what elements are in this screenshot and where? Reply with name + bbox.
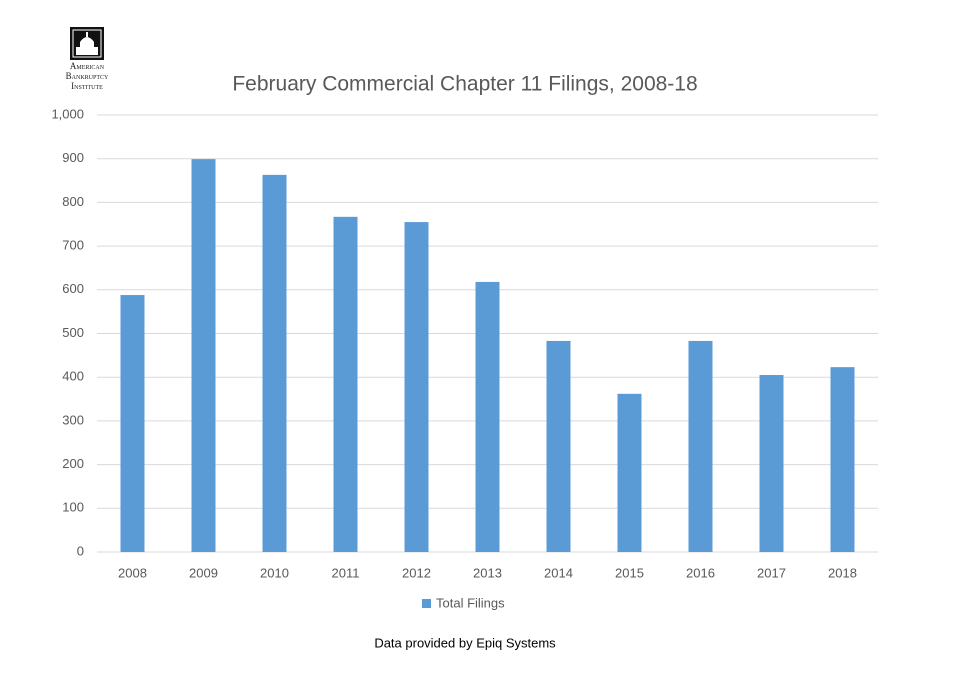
bar xyxy=(617,393,642,552)
y-tick-label: 900 xyxy=(62,150,84,165)
x-tick-label: 2008 xyxy=(118,565,147,580)
legend-label: Total Filings xyxy=(436,595,505,610)
bar xyxy=(191,159,216,552)
bar xyxy=(759,375,784,552)
x-tick-label: 2012 xyxy=(402,565,431,580)
x-tick-label: 2017 xyxy=(757,565,786,580)
logo-text: Bankruptcy xyxy=(66,71,109,81)
logo-text: American xyxy=(70,61,105,71)
bar xyxy=(688,340,713,552)
x-tick-label: 2010 xyxy=(260,565,289,580)
y-tick-label: 600 xyxy=(62,281,84,296)
y-tick-label: 100 xyxy=(62,500,84,515)
logo-icon xyxy=(70,27,104,60)
y-tick-label: 500 xyxy=(62,325,84,340)
x-tick-label: 2011 xyxy=(332,565,360,580)
x-tick-label: 2018 xyxy=(828,565,857,580)
source-note: Data provided by Epiq Systems xyxy=(374,635,556,650)
y-tick-label: 0 xyxy=(77,543,84,558)
y-tick-label: 200 xyxy=(62,456,84,471)
x-tick-label: 2013 xyxy=(473,565,502,580)
x-tick-label: 2015 xyxy=(615,565,644,580)
bar xyxy=(120,295,145,552)
y-tick-label: 800 xyxy=(62,194,84,209)
x-tick-label: 2009 xyxy=(189,565,218,580)
x-tick-label: 2014 xyxy=(544,565,573,580)
bar xyxy=(262,174,287,552)
x-tick-label: 2016 xyxy=(686,565,715,580)
bar xyxy=(333,216,358,553)
logo-text: Institute xyxy=(71,81,103,91)
bar xyxy=(546,340,571,552)
bar xyxy=(404,222,429,552)
bar xyxy=(475,281,500,552)
bar xyxy=(830,367,855,552)
y-tick-label: 700 xyxy=(62,238,84,253)
y-tick-label: 1,000 xyxy=(51,106,84,121)
legend-swatch xyxy=(422,599,431,608)
chart-title: February Commercial Chapter 11 Filings, … xyxy=(232,73,697,96)
y-tick-label: 400 xyxy=(62,369,84,384)
y-tick-label: 300 xyxy=(62,412,84,427)
